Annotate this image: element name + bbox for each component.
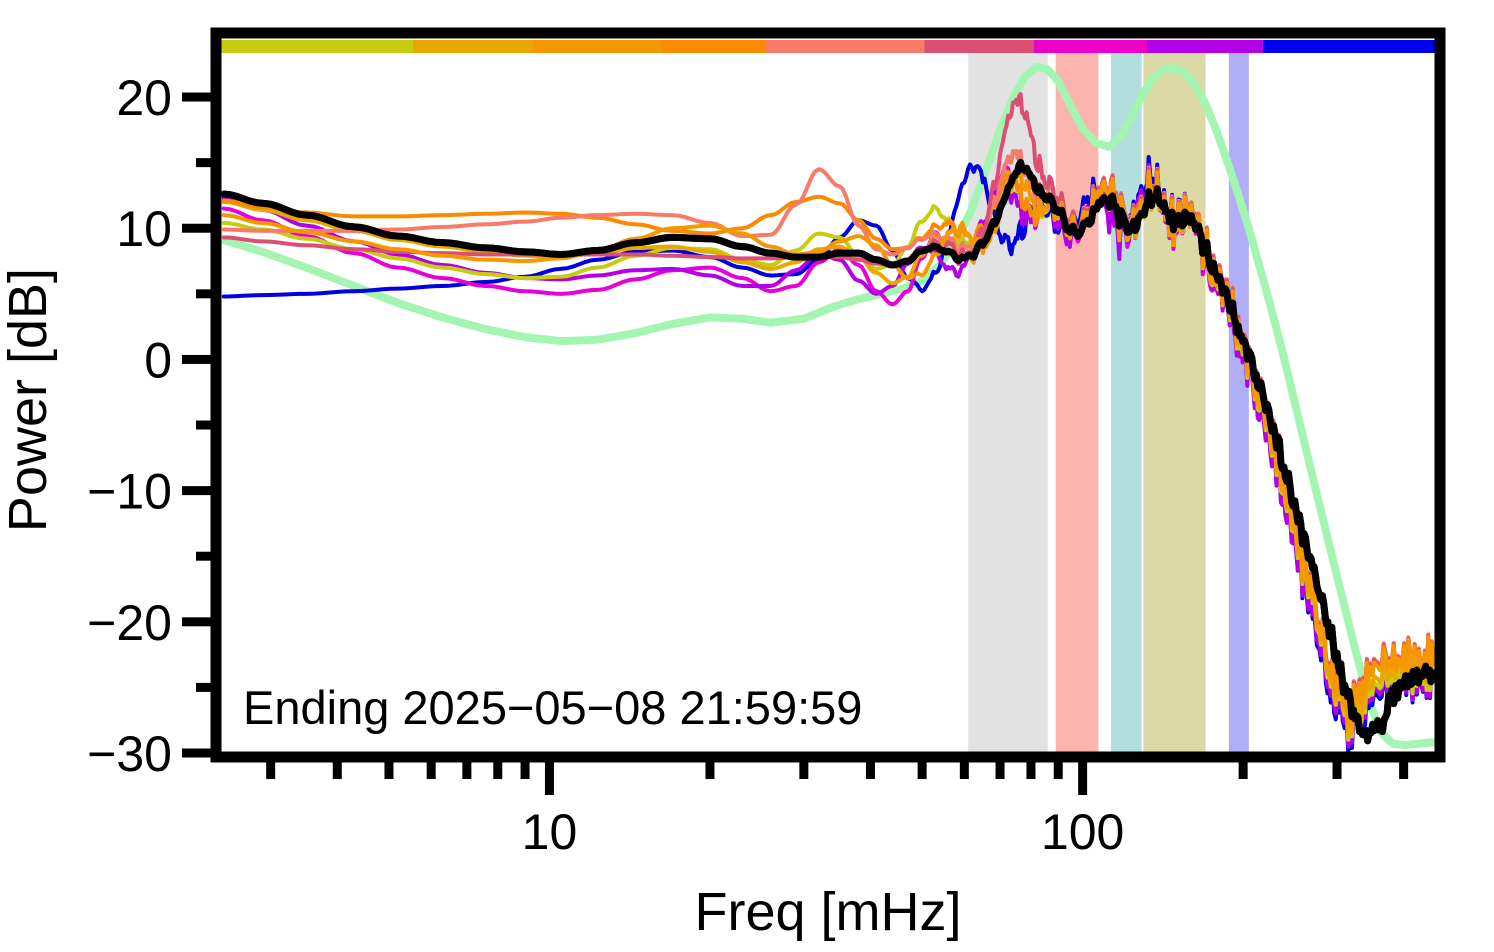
axis-spine-right: [1434, 27, 1446, 763]
series-mean-spectrum-top: [220, 158, 1437, 745]
tick: [1399, 757, 1409, 779]
axis-spine-top: [210, 27, 1446, 39]
x-tick-label: 100: [1041, 804, 1124, 860]
tick: [917, 757, 927, 779]
colorbar-segment-7: [1146, 40, 1264, 53]
tick: [520, 757, 530, 779]
tick: [1238, 757, 1248, 779]
tick: [426, 757, 436, 779]
tick: [462, 757, 472, 779]
band-teal: [1110, 52, 1142, 753]
series-spectrum-green: [219, 62, 1439, 750]
tick: [182, 92, 216, 102]
x-tick-label: 10: [522, 804, 578, 860]
tick: [182, 748, 216, 758]
tick: [995, 757, 1005, 779]
y-tick-label: −20: [87, 595, 172, 651]
tick: [544, 757, 554, 795]
y-tick-label: 0: [144, 332, 172, 388]
tick: [705, 757, 715, 779]
ending-timestamp-annotation: Ending 2025−05−08 21:59:59: [243, 681, 862, 734]
colorbar-segment-4: [766, 40, 926, 53]
y-tick-label: 20: [116, 70, 172, 126]
tick: [266, 757, 276, 779]
x-axis-label: Freq [mHz]: [694, 882, 961, 942]
tick: [196, 158, 216, 168]
axis-tick-labels: −30 −20 −10 0 10 20 10 100: [87, 70, 1124, 860]
tick: [1026, 757, 1036, 779]
tick: [182, 354, 216, 364]
tick: [182, 486, 216, 496]
tick: [196, 682, 216, 692]
axis-ticks: [182, 92, 1409, 795]
tick: [182, 617, 216, 627]
y-tick-label: −30: [87, 726, 172, 782]
tick: [196, 420, 216, 430]
top-colorbar: [219, 40, 1437, 53]
series-spectrum-rose: [221, 92, 1436, 728]
series-group: [219, 62, 1439, 754]
tick: [196, 551, 216, 561]
colorbar-segment-1: [413, 40, 534, 53]
tick: [196, 289, 216, 299]
tick: [384, 757, 394, 779]
axis-spine-bottom: [210, 751, 1446, 763]
y-tick-label: 10: [116, 201, 172, 257]
tick: [799, 757, 809, 779]
colorbar-segment-8: [1263, 40, 1437, 53]
tick: [1332, 757, 1342, 779]
tick: [182, 223, 216, 233]
tick: [1053, 757, 1063, 779]
tick: [865, 757, 875, 779]
tick: [1078, 757, 1088, 795]
y-tick-label: −10: [87, 464, 172, 520]
colorbar-segment-6: [1033, 40, 1148, 53]
band-pink: [1055, 52, 1099, 753]
colorbar-segment-2: [532, 40, 662, 53]
highlight-bands-group: [968, 52, 1249, 753]
axis-spine-left: [210, 27, 222, 763]
colorbar-segment-0: [219, 40, 414, 53]
axes-frame: [210, 27, 1446, 763]
tick: [332, 757, 342, 779]
tick: [493, 757, 503, 779]
tick: [959, 757, 969, 779]
colorbar-segment-5: [924, 40, 1035, 53]
colorbar-segment-3: [661, 40, 767, 53]
band-periwinkle: [1228, 52, 1249, 753]
y-axis-label: Power [dB]: [0, 268, 58, 532]
band-khaki: [1143, 52, 1206, 753]
